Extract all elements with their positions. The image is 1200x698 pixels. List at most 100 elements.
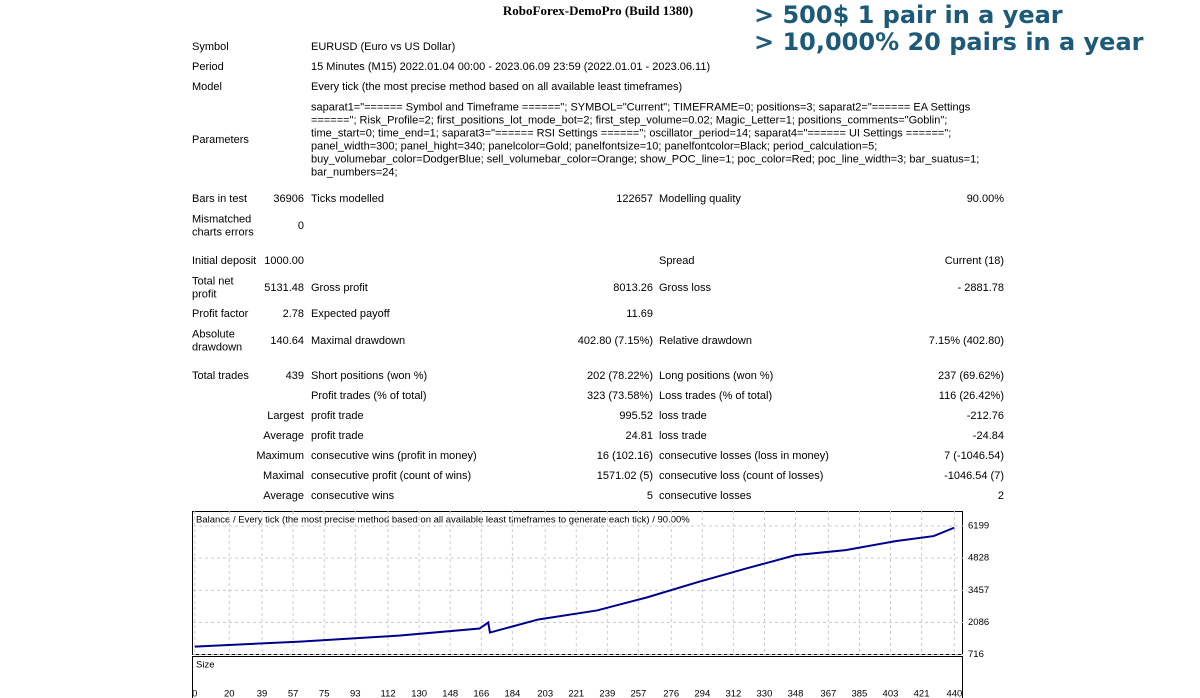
- cell-text: Spread: [659, 255, 694, 267]
- cell-text: 11.69: [626, 308, 653, 320]
- cell-text: Profit trades (% of total): [311, 390, 427, 402]
- size-label: Size: [196, 660, 214, 671]
- cell-text: bar_numbers=24;: [311, 166, 398, 178]
- cell-text: 140.64: [270, 335, 304, 347]
- x-tick-label: 348: [788, 689, 804, 698]
- cell-text: Expected payoff: [311, 308, 391, 320]
- x-tick-label: 221: [568, 689, 584, 698]
- cell-text: panel_width=300; panel_hight=340; panelc…: [311, 140, 877, 152]
- cell-text: charts errors: [192, 226, 254, 238]
- cell-text: consecutive profit (count of wins): [311, 470, 471, 482]
- cell-text: profit trade: [311, 430, 364, 442]
- cell-text: 2: [998, 490, 1004, 502]
- cell-text: 24.81: [625, 430, 653, 442]
- cell-text: 1571.02 (5): [597, 470, 653, 482]
- cell-text: loss trade: [659, 410, 707, 422]
- cell-text: 36906: [273, 193, 304, 205]
- cell-text: loss trade: [659, 430, 707, 442]
- x-tick-label: 257: [630, 689, 646, 698]
- cell-text: Loss trades (% of total): [659, 390, 772, 402]
- y-tick-label: 716: [968, 649, 984, 660]
- cell-text: Profit factor: [192, 308, 249, 320]
- x-tick-label: 440: [946, 689, 962, 698]
- x-tick-label: 367: [820, 689, 836, 698]
- cell-text: Relative drawdown: [659, 335, 752, 347]
- x-tick-label: 294: [694, 689, 710, 698]
- cell-text: -1046.54 (7): [944, 470, 1004, 482]
- x-tick-label: 112: [381, 689, 396, 698]
- x-tick-label: 0: [192, 689, 197, 698]
- cell-text: Bars in test: [192, 193, 247, 205]
- x-tick-label: 276: [663, 689, 679, 698]
- cell-text: ======"; Risk_Profile=2; first_positions…: [311, 114, 947, 126]
- cell-text: consecutive losses: [659, 490, 752, 502]
- cell-text: Period: [192, 61, 224, 73]
- cell-text: Every tick (the most precise method base…: [311, 81, 682, 93]
- cell-text: 995.52: [619, 410, 653, 422]
- cell-text: 2.78: [283, 308, 304, 320]
- x-tick-label: 312: [725, 689, 741, 698]
- cell-text: 402.80 (7.15%): [578, 335, 653, 347]
- cell-text: 7 (-1046.54): [944, 450, 1004, 462]
- cell-text: Parameters: [192, 134, 249, 146]
- cell-text: 439: [286, 370, 304, 382]
- cell-text: Maximal: [263, 470, 304, 482]
- cell-text: Total trades: [192, 370, 249, 382]
- x-tick-label: 93: [350, 689, 361, 698]
- cell-text: saparat1="====== Symbol and Timeframe ==…: [311, 101, 971, 113]
- x-tick-label: 148: [442, 689, 458, 698]
- cell-text: Largest: [267, 410, 304, 422]
- size-frame: [192, 656, 963, 698]
- x-tick-label: 421: [914, 689, 930, 698]
- cell-text: Current (18): [945, 255, 1004, 267]
- cell-text: buy_volumebar_color=DodgerBlue; sell_vol…: [311, 153, 979, 165]
- x-tick-label: 75: [319, 689, 330, 698]
- cell-text: profit: [192, 288, 216, 300]
- cell-text: -212.76: [967, 410, 1004, 422]
- cell-text: 5131.48: [264, 282, 304, 294]
- cell-text: consecutive wins (profit in money): [311, 450, 477, 462]
- cell-text: 0: [298, 220, 304, 232]
- cell-text: consecutive losses (loss in money): [659, 450, 829, 462]
- x-tick-label: 39: [257, 689, 268, 698]
- cell-text: 90.00%: [967, 193, 1005, 205]
- cell-text: Model: [192, 81, 222, 93]
- cell-text: consecutive wins: [311, 490, 395, 502]
- cell-text: Gross profit: [311, 282, 368, 294]
- promo-line: > 500$ 1 pair in a year: [754, 1, 1063, 29]
- y-tick-label: 2086: [968, 617, 989, 628]
- cell-text: drawdown: [192, 341, 242, 353]
- cell-text: Gross loss: [659, 282, 711, 294]
- cell-text: 237 (69.62%): [938, 370, 1004, 382]
- cell-text: 122657: [616, 193, 653, 205]
- balance-line: [194, 526, 955, 648]
- cell-text: time_start=0; time_end=1; saparat3="====…: [311, 127, 951, 139]
- x-tick-label: 166: [473, 689, 489, 698]
- cell-text: Short positions (won %): [311, 370, 427, 382]
- cell-text: Modelling quality: [659, 193, 741, 205]
- cell-text: profit trade: [311, 410, 364, 422]
- cell-text: Symbol: [192, 41, 229, 53]
- promo-line: > 10,000% 20 pairs in a year: [754, 28, 1144, 56]
- cell-text: 202 (78.22%): [587, 370, 653, 382]
- x-tick-label: 403: [883, 689, 899, 698]
- cell-text: Maximal drawdown: [311, 335, 405, 347]
- cell-text: Average: [263, 430, 304, 442]
- cell-text: Ticks modelled: [311, 193, 384, 205]
- chart-title: Balance / Every tick (the most precise m…: [196, 515, 690, 526]
- cell-text: Total net: [192, 275, 234, 287]
- cell-text: EURUSD (Euro vs US Dollar): [311, 41, 455, 53]
- cell-text: 15 Minutes (M15) 2022.01.04 00:00 - 2023…: [311, 61, 710, 73]
- x-tick-label: 57: [288, 689, 299, 698]
- cell-text: Initial deposit: [192, 255, 256, 267]
- cell-text: 116 (26.42%): [939, 390, 1004, 402]
- y-tick-label: 3457: [968, 585, 989, 596]
- cell-text: Mismatched: [192, 213, 251, 225]
- x-tick-label: 130: [411, 689, 427, 698]
- cell-text: - 2881.78: [958, 282, 1004, 294]
- x-tick-label: 385: [851, 689, 867, 698]
- cell-text: Absolute: [192, 328, 235, 340]
- x-tick-label: 20: [224, 689, 235, 698]
- chart-frame: [192, 511, 963, 655]
